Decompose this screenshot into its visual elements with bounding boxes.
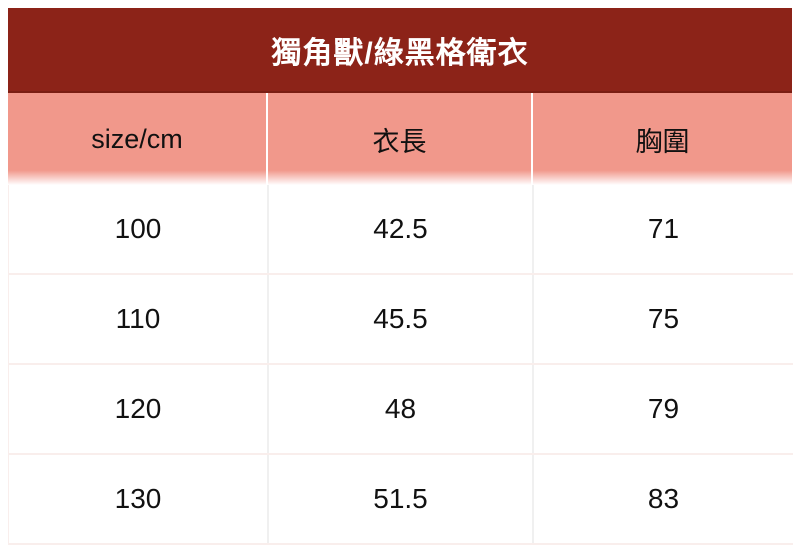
table-row: 100 42.5 71 [9,185,793,275]
table-cell-size: 110 [115,303,161,334]
table-cell-size: 100 [114,213,162,244]
table-cell-length: 48 [267,365,532,453]
table-cell-chest: 75 [532,275,793,363]
table-cell-length: 45.5 [267,275,532,363]
table-cell-chest: 83 [532,455,793,543]
table-cell-size: 120 [114,393,162,424]
table-row: 120 48 79 [9,365,793,455]
table-cell-size: 130 [114,483,162,514]
column-header-chest: 胸圍 [531,93,792,185]
table-cell-length: 42.5 [267,185,532,273]
table-cell-chest: 71 [532,185,793,273]
table-row: 110 45.5 75 [9,275,793,365]
table-title: 獨角獸/綠黑格衛衣 [271,36,529,70]
table-header-row: size/cm 衣長 胸圍 [8,93,792,185]
column-header-size: size/cm [91,123,183,154]
table-row: 130 51.5 83 [9,455,793,545]
table-title-bar: 獨角獸/綠黑格衛衣 [8,8,792,93]
table-cell-length: 51.5 [267,455,532,543]
column-header-length: 衣長 [266,93,531,185]
table-body: 100 42.5 71 110 45.5 75 120 48 79 130 51… [8,185,793,545]
table-cell-chest: 79 [532,365,793,453]
